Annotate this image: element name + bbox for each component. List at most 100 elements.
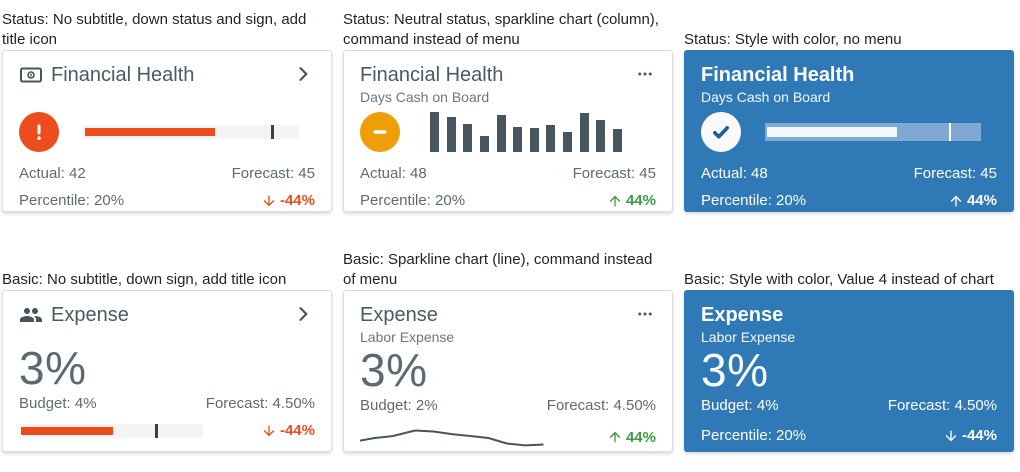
budget-label: Budget: 4% xyxy=(701,397,779,414)
card-titles: Expense Labor Expense xyxy=(360,302,634,346)
bullet-bar xyxy=(765,123,981,141)
delta-value: -44% xyxy=(279,192,315,209)
kpi-card-financial-health-error: Financial Health Actual: 42 Forecast: xyxy=(2,50,332,212)
error-status-icon xyxy=(19,112,59,152)
more-command-button[interactable] xyxy=(634,62,656,86)
delta-value: 44% xyxy=(625,192,656,209)
card-title: Financial Health xyxy=(51,63,195,86)
card-header: Financial Health xyxy=(19,62,315,88)
money-icon xyxy=(19,63,43,87)
bullet-fill xyxy=(21,426,113,435)
percentile-label: Percentile: 20% xyxy=(19,192,125,209)
card-header: Financial Health Days Cash on Board xyxy=(701,62,997,106)
trend-delta: 44% xyxy=(607,429,656,446)
card-title: Expense xyxy=(701,303,784,326)
delta-value: 44% xyxy=(966,192,997,209)
card-titles: Financial Health Days Cash on Board xyxy=(360,62,634,106)
arrow-upward-icon xyxy=(950,195,962,206)
kpi-demo-grid: Status: No subtitle, down status and sig… xyxy=(2,8,1014,452)
group-icon xyxy=(19,303,43,327)
forecast-label: Forecast: 45 xyxy=(231,165,315,182)
trend-delta: -44% xyxy=(261,422,315,439)
card-header: Financial Health Days Cash on Board xyxy=(360,62,656,106)
bullet-target-tick xyxy=(948,123,951,141)
bullet-target-tick xyxy=(270,125,274,139)
navigate-chevron-right-button[interactable] xyxy=(291,302,315,326)
card-subtitle: Labor Expense xyxy=(360,329,455,345)
forecast-label: Forecast: 4.50% xyxy=(205,395,315,412)
demo-cell-basic-colored: Basic: Style with color, Value 4 instead… xyxy=(684,248,1014,452)
actual-label: Actual: 48 xyxy=(360,165,427,182)
card-header: Expense Labor Expense xyxy=(360,302,656,346)
percentile-label: Percentile: 20% xyxy=(360,192,466,209)
delta-value: 44% xyxy=(625,428,656,446)
line-sparkline xyxy=(360,424,544,450)
column-sparkline xyxy=(430,112,622,152)
demo-cell-basic-plain: Basic: No subtitle, down sign, add title… xyxy=(2,248,332,452)
trend-delta: 44% xyxy=(948,192,997,209)
demo-caption: Status: No subtitle, down status and sig… xyxy=(2,11,307,48)
card-titles: Financial Health xyxy=(19,62,291,88)
forecast-label: Forecast: 4.50% xyxy=(546,397,656,414)
card-subtitle: Days Cash on Board xyxy=(360,89,490,105)
more-horiz-icon xyxy=(638,312,652,316)
card-titles: Financial Health Days Cash on Board xyxy=(701,62,997,106)
demo-caption: Basic: No subtitle, down sign, add title… xyxy=(2,271,287,288)
forecast-label: Forecast: 45 xyxy=(913,165,997,182)
delta-value: -44% xyxy=(961,427,997,444)
bullet-fill xyxy=(767,127,897,137)
card-footer: -44% xyxy=(19,422,315,439)
budget-label: Budget: 4% xyxy=(19,395,97,412)
bullet-target-tick xyxy=(154,423,158,438)
demo-caption: Status: Style with color, no menu xyxy=(684,31,902,48)
card-header: Expense xyxy=(19,302,315,328)
kpi-card-financial-health-colored: Financial Health Days Cash on Board Actu… xyxy=(684,50,1014,212)
card-subtitle: Labor Expense xyxy=(701,329,796,345)
bullet-bar xyxy=(19,423,203,438)
arrow-downward-icon xyxy=(263,195,275,206)
forecast-label: Forecast: 4.50% xyxy=(887,397,997,414)
forecast-label: Forecast: 45 xyxy=(572,165,656,182)
trend-delta: -44% xyxy=(943,427,997,444)
demo-cell-status-colored: Status: Style with color, no menu Financ… xyxy=(684,8,1014,212)
demo-cell-basic-sparkline: Basic: Sparkline chart (line), command i… xyxy=(343,248,673,452)
check-status-icon xyxy=(701,112,741,152)
bullet-fill xyxy=(85,128,215,136)
chevron-right-icon xyxy=(299,307,308,321)
navigate-chevron-right-button[interactable] xyxy=(291,62,315,86)
card-subtitle: Days Cash on Board xyxy=(701,89,831,105)
arrow-downward-icon xyxy=(263,425,275,436)
percentile-label: Percentile: 20% xyxy=(701,427,807,444)
demo-caption: Basic: Style with color, Value 4 instead… xyxy=(684,271,994,288)
more-command-button[interactable] xyxy=(634,302,656,326)
demo-caption: Basic: Sparkline chart (line), command i… xyxy=(343,251,653,288)
kpi-card-expense-colored: Expense Labor Expense 3% Budget: 4% Fore… xyxy=(684,290,1014,452)
trend-delta: 44% xyxy=(607,192,656,209)
kpi-value: 3% xyxy=(360,344,428,396)
actual-label: Actual: 48 xyxy=(701,165,768,182)
trend-delta: -44% xyxy=(261,192,315,209)
kpi-value: 3% xyxy=(19,342,87,394)
actual-label: Actual: 42 xyxy=(19,165,86,182)
card-header: Expense Labor Expense xyxy=(701,302,997,346)
delta-value: -44% xyxy=(279,422,315,439)
demo-cell-status-neutral: Status: Neutral status, sparkline chart … xyxy=(343,8,673,212)
card-titles: Expense Labor Expense xyxy=(701,302,997,346)
percentile-label: Percentile: 20% xyxy=(701,192,807,209)
kpi-value: 3% xyxy=(701,344,769,396)
card-title: Expense xyxy=(360,303,438,326)
more-horiz-icon xyxy=(638,72,652,76)
arrow-upward-icon xyxy=(609,195,621,206)
status-visual-row xyxy=(360,112,656,152)
bullet-bar xyxy=(83,125,299,139)
kpi-card-expense-sparkline: Expense Labor Expense 3% Budget: 2% Fore… xyxy=(343,290,673,452)
card-title: Financial Health xyxy=(360,63,504,86)
kpi-card-expense-basic: Expense 3% Budget: 4% Forecast: 4.50% -4… xyxy=(2,290,332,452)
demo-caption: Status: Neutral status, sparkline chart … xyxy=(343,11,659,48)
arrow-upward-icon xyxy=(609,431,621,443)
status-visual-row xyxy=(701,112,997,152)
card-title: Financial Health xyxy=(701,63,855,86)
chevron-right-icon xyxy=(299,67,308,81)
card-title: Expense xyxy=(51,303,129,326)
status-visual-row xyxy=(19,112,315,152)
